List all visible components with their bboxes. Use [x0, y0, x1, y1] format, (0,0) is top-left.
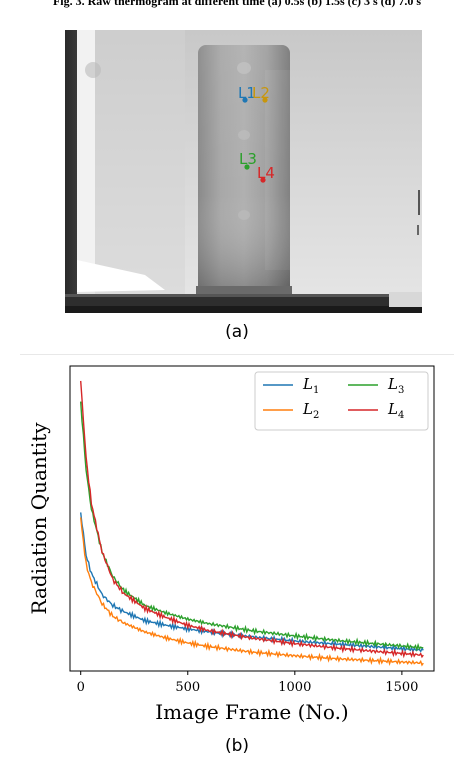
- subfigure-label-a: (a): [225, 322, 249, 342]
- x-tick-label: 1000: [278, 680, 311, 695]
- legend-label-l4: L4: [387, 400, 404, 421]
- plot-frame: [69, 365, 435, 672]
- legend-label-l2: L2: [302, 400, 319, 421]
- marker-label-l2: L2: [252, 84, 270, 102]
- marker-dot-l1: [242, 97, 248, 103]
- series-line-l3: [80, 401, 424, 652]
- thermogram-image: L1 L2 L3 L4: [65, 30, 422, 313]
- legend-box: [254, 371, 429, 431]
- marker-dot-l2: [262, 97, 268, 103]
- x-tick-label: 1500: [385, 680, 418, 695]
- marker-label-l3: L3: [239, 150, 257, 168]
- marker-label-l4: L4: [257, 164, 275, 182]
- y-axis-label: Radiation Quantity: [27, 422, 51, 615]
- series-line-l4: [80, 380, 424, 659]
- divider: [20, 354, 454, 355]
- marker-label-l1: L1: [238, 84, 256, 102]
- radiation-chart: 0 500 1000 1500 Image Frame (No.) Radiation…: [27, 365, 435, 724]
- x-tick-label: 0: [77, 680, 85, 695]
- series-line-l2: [80, 517, 424, 667]
- legend-label-l1: L1: [302, 375, 319, 396]
- marker-dot-l4: [260, 177, 266, 183]
- legend: L1 L3 L2 L4: [254, 371, 429, 431]
- figure-caption: Fig. 3. Raw thermogram at different time…: [52, 0, 422, 8]
- legend-label-l3: L3: [387, 375, 404, 396]
- subfigure-label-b: (b): [224, 736, 250, 756]
- marker-dot-l3: [244, 164, 250, 170]
- x-axis-label: Image Frame (No.): [155, 700, 348, 724]
- x-tick-label: 500: [175, 680, 200, 695]
